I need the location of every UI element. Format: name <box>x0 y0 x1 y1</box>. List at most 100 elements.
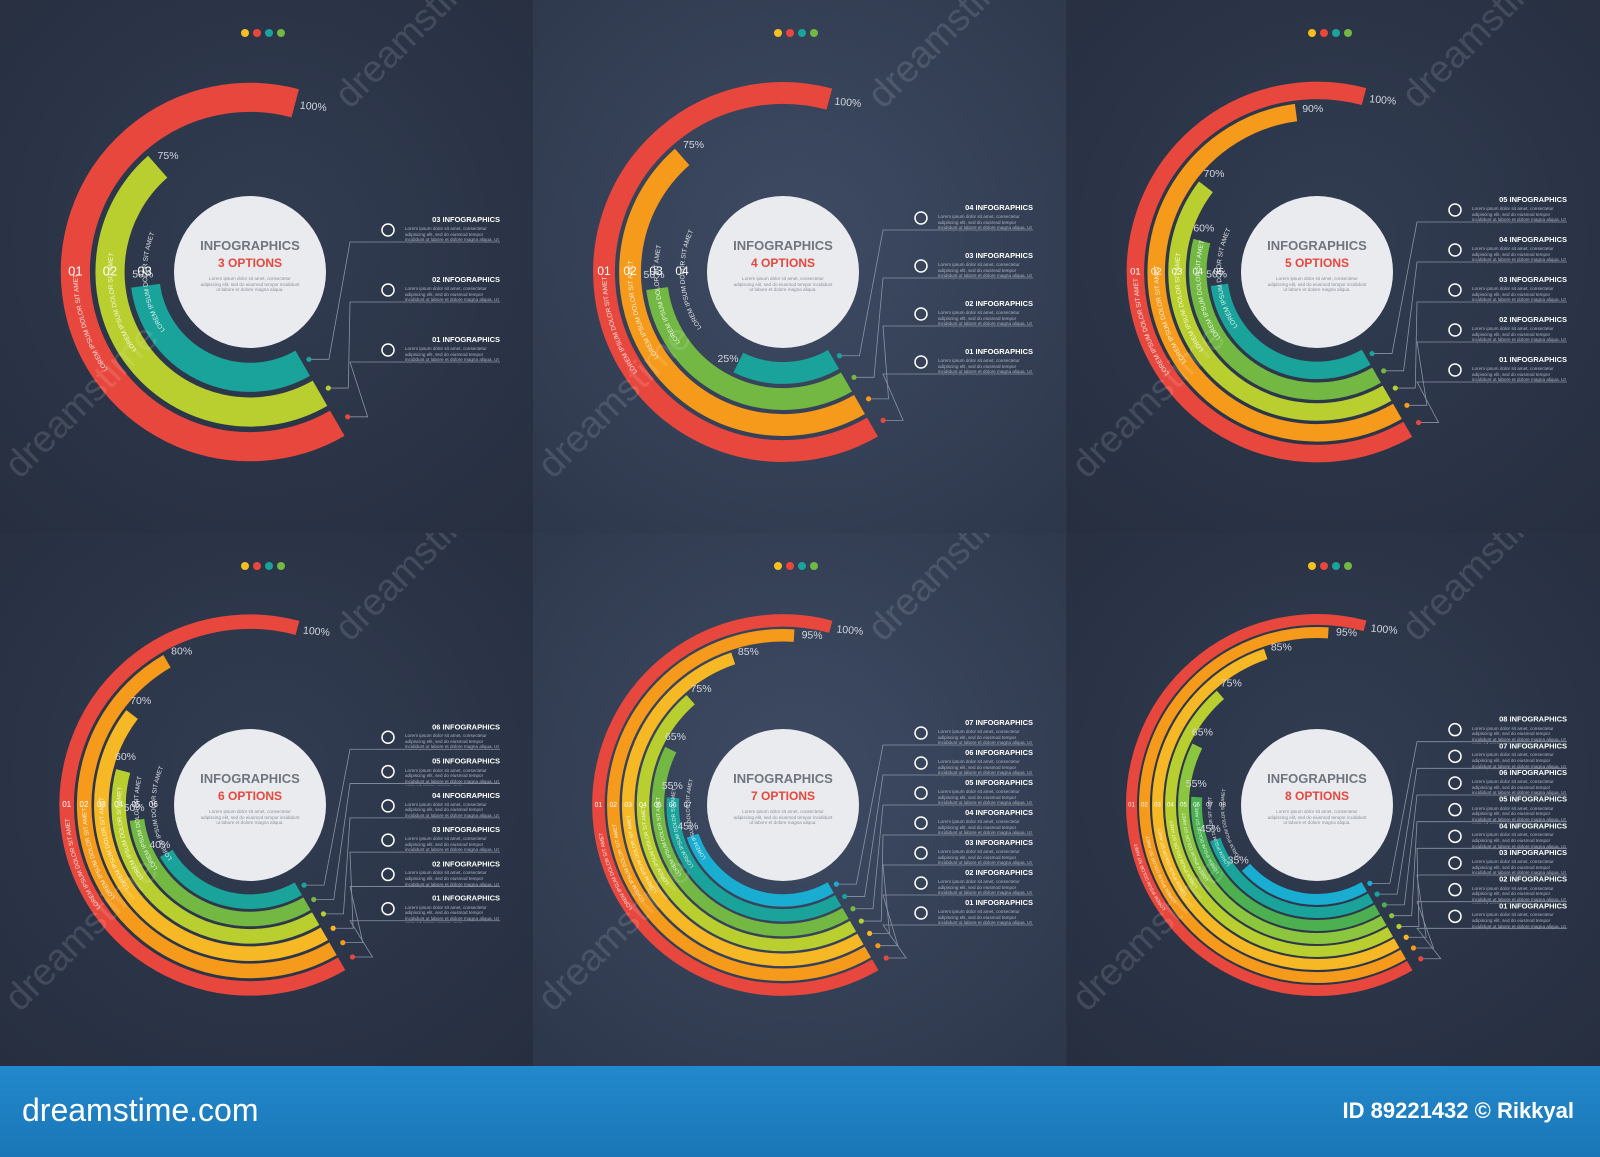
legend-icon <box>914 307 929 321</box>
connector-dot <box>301 882 307 888</box>
connector-dot <box>866 396 872 402</box>
connector-line <box>308 241 500 360</box>
connector-line <box>349 920 500 958</box>
connector-dot <box>1374 891 1380 897</box>
value-label: 50% <box>1206 268 1227 280</box>
ring-number: 07 <box>684 802 692 809</box>
value-label: 100% <box>299 100 327 114</box>
connector-dot <box>1403 402 1410 408</box>
legend-text: Lorem ipsum dolor sit amet, consectetur … <box>1471 752 1566 770</box>
connector-dot <box>834 881 840 887</box>
connector-line <box>836 744 1034 885</box>
legend-text: Lorem ipsum dolor sit amet, consectetur … <box>405 346 499 364</box>
center-circle <box>174 729 326 881</box>
watermark: dreamstime <box>1393 533 1563 649</box>
connector-line <box>861 834 1034 922</box>
ring-number: 08 <box>1219 803 1226 809</box>
connector-line <box>1371 221 1567 354</box>
value-label: 45% <box>1199 823 1220 835</box>
center-title: INFOGRAPHICS <box>200 238 300 253</box>
legend-text-box: Lorem ipsum dolor sit amet, consectetur … <box>405 226 499 244</box>
center-subtitle: 8 OPTIONS <box>1285 789 1349 803</box>
value-label: 25% <box>718 353 739 365</box>
legend-icon <box>1447 323 1462 337</box>
deco-dot <box>1319 29 1328 37</box>
center-title: INFOGRAPHICS <box>733 238 833 253</box>
footer-id: ID 89221432 © Rikkyal <box>1342 1098 1574 1123</box>
ring-arc <box>1210 283 1371 380</box>
ring-text-content: LOREM IPSUM DOLOR SIT AMET <box>680 229 704 331</box>
legend-text-box: Lorem ipsum dolor sit amet, consectetur … <box>938 879 1032 897</box>
connector-line <box>323 817 500 915</box>
legend-text-box: Lorem ipsum dolor sit amet, consectetur … <box>1472 326 1566 344</box>
ring-number: 04 <box>1167 803 1174 809</box>
deco-dot <box>1331 29 1340 37</box>
center-circle <box>174 196 326 348</box>
ring-number: 05 <box>132 800 141 809</box>
deco-dot <box>798 562 807 570</box>
connector-dot <box>1366 880 1373 886</box>
connector-dot <box>1392 385 1398 391</box>
connector-line <box>869 864 1034 934</box>
legend-text-box: Lorem ipsum dolor sit amet, consectetur … <box>1471 885 1566 904</box>
legend-text: Lorem ipsum dolor sit amet, consectetur … <box>938 759 1033 777</box>
legend-title: 03 INFOGRAPHICS <box>432 215 500 224</box>
connector-line <box>1391 821 1567 917</box>
value-label: 50% <box>644 269 665 281</box>
legend-title: 02 INFOGRAPHICS <box>965 868 1033 877</box>
ring-arc <box>1241 863 1367 905</box>
deco-dot <box>810 562 819 570</box>
connector-dot <box>1381 902 1387 908</box>
ring-number: 03 <box>97 800 106 809</box>
legend-icon <box>1447 802 1462 817</box>
legend-title: 03 INFOGRAPHICS <box>965 838 1033 847</box>
legend-icon <box>381 764 395 779</box>
ring-arc <box>1125 614 1413 996</box>
legend-title: 08 INFOGRAPHICS <box>1499 715 1567 724</box>
value-label: 100% <box>834 96 862 110</box>
ring-arc <box>607 629 872 981</box>
center-subtitle: 4 OPTIONS <box>751 256 815 270</box>
legend-text-box: Lorem ipsum dolor sit amet, consectetur … <box>405 836 499 854</box>
legend-icon <box>1447 749 1462 764</box>
legend-title: 06 INFOGRAPHICS <box>432 722 500 731</box>
panel: LOREM IPSUM DOLOR SIT AMET 01 100% 01 INFOG… <box>1066 533 1600 1066</box>
connector-dot <box>1388 913 1394 919</box>
ring-number: 02 <box>1151 267 1162 278</box>
legend-title: 02 INFOGRAPHICS <box>1499 315 1567 324</box>
connector-line <box>878 894 1034 947</box>
value-label: 55% <box>1185 778 1206 790</box>
ring-arc <box>1190 796 1380 931</box>
connector-line <box>333 851 500 929</box>
center-text: Lorem ipsum dolor sit amet, consectetur … <box>1267 809 1367 826</box>
value-label: 50% <box>132 269 153 281</box>
legend-text: Lorem ipsum dolor sit amet, consectetur … <box>405 733 499 751</box>
connector-line <box>853 804 1034 910</box>
legend-icon <box>1447 722 1462 737</box>
legend-title: 06 INFOGRAPHICS <box>965 748 1033 757</box>
legend-text-box: Lorem ipsum dolor sit amet, consectetur … <box>1472 286 1566 304</box>
ring-number: 06 <box>1193 803 1200 809</box>
legend-text: Lorem ipsum dolor sit amet, consectetur … <box>1471 805 1566 824</box>
connector-dot <box>842 893 848 900</box>
center-title: INFOGRAPHICS <box>1267 771 1367 786</box>
legend-title: 07 INFOGRAPHICS <box>965 718 1033 727</box>
legend-title: 04 INFOGRAPHICS <box>432 791 500 800</box>
legend-text: Lorem ipsum dolor sit amet, consectetur … <box>405 801 499 820</box>
value-label: 95% <box>1335 626 1357 639</box>
connector-line <box>1369 741 1567 884</box>
ring-arc <box>651 746 850 937</box>
ring-arc <box>94 710 328 961</box>
legend-icon <box>381 283 395 297</box>
legend-title: 02 INFOGRAPHICS <box>432 275 500 284</box>
value-label: 55% <box>662 780 683 792</box>
legend-title: 02 INFOGRAPHICS <box>432 859 500 868</box>
legend-text-box: Lorem ipsum dolor sit amet, consectetur … <box>938 214 1032 232</box>
legend-icon <box>1447 363 1462 377</box>
center-subtitle: 7 OPTIONS <box>751 789 815 803</box>
legend-text: Lorem ipsum dolor sit amet, consectetur … <box>1471 885 1566 904</box>
legend-icon <box>381 343 395 357</box>
